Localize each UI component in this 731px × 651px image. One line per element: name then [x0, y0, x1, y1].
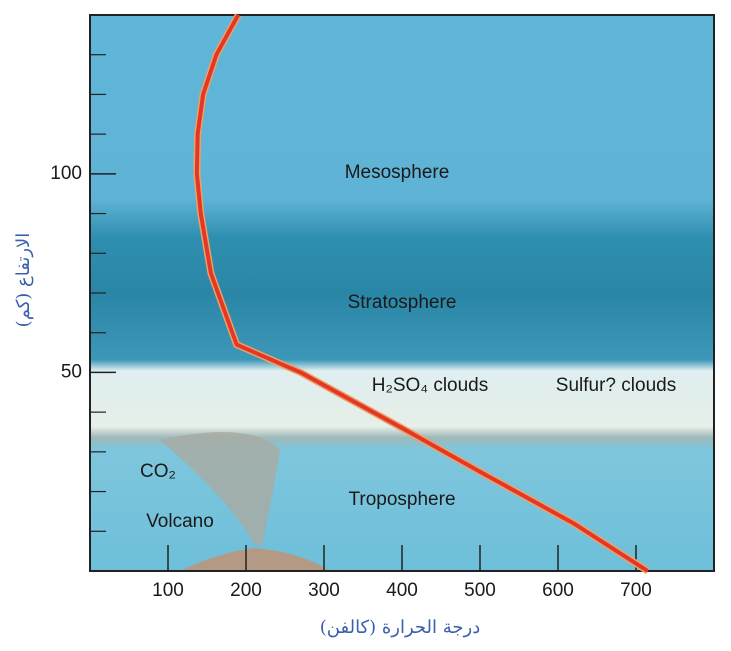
annotation: Sulfur? clouds [556, 375, 676, 396]
annotation: Troposphere [348, 489, 455, 510]
x-tick-label: 700 [620, 580, 652, 601]
line [194, 14, 649, 573]
background [90, 15, 714, 571]
x-tick-label: 100 [152, 580, 184, 601]
y-tick-label: 100 [50, 163, 82, 184]
x-tick-label: 600 [542, 580, 574, 601]
volcano [180, 548, 330, 571]
annotation: Stratosphere [348, 292, 457, 313]
y-axis-label: الارتفاع (كم) [13, 233, 34, 328]
x-tick-label: 500 [464, 580, 496, 601]
y-tick-label: 50 [61, 361, 82, 382]
annotation: CO₂ [140, 461, 176, 482]
plume [160, 432, 280, 545]
x-tick-label: 400 [386, 580, 418, 601]
annotation: Mesosphere [345, 162, 450, 183]
annotation: Volcano [146, 511, 214, 532]
x-tick-label: 300 [308, 580, 340, 601]
x-axis-label: درجة الحرارة (كالفن) [320, 617, 480, 638]
annotation: H₂SO₄ clouds [372, 375, 489, 396]
x-tick-label: 200 [230, 580, 262, 601]
